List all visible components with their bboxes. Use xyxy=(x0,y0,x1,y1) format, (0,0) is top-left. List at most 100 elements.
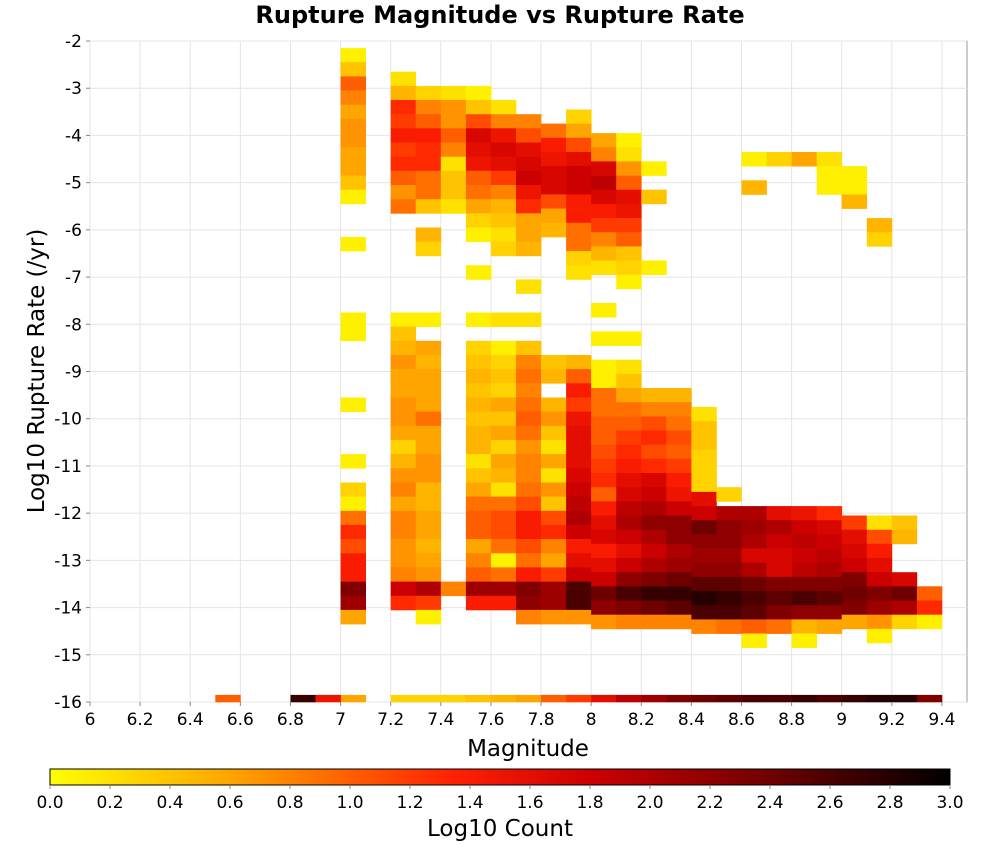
y-tick-label: -4 xyxy=(65,126,82,146)
heatmap-cell xyxy=(415,170,442,186)
heatmap-cell xyxy=(340,189,366,205)
heatmap-cell xyxy=(916,614,943,630)
heatmap-cell xyxy=(516,227,542,242)
heatmap-cell xyxy=(791,605,817,620)
heatmap-cell xyxy=(666,402,692,417)
heatmap-cell xyxy=(490,595,517,611)
heatmap-cell xyxy=(465,100,492,115)
colorbar-label: Log10 Count xyxy=(427,816,573,842)
heatmap-cell xyxy=(465,595,492,611)
heatmap-cell xyxy=(440,142,467,157)
heatmap-cell xyxy=(841,572,868,587)
heatmap-cell xyxy=(591,572,617,587)
heatmap-cell xyxy=(691,435,717,450)
heatmap-cell xyxy=(716,520,742,535)
heatmap-cell xyxy=(816,576,843,592)
heatmap-cell xyxy=(566,251,592,266)
heatmap-cell xyxy=(465,567,492,582)
heatmap-cell xyxy=(716,506,742,521)
heatmap-cell xyxy=(340,161,366,176)
heatmap-cell xyxy=(465,383,492,398)
heatmap-cell xyxy=(566,166,592,181)
heatmap-cell xyxy=(490,567,517,582)
x-tick-label: 7.8 xyxy=(528,710,555,730)
heatmap-cell xyxy=(390,71,417,87)
heatmap-cell xyxy=(741,152,767,167)
heatmap-cell xyxy=(791,576,817,592)
heatmap-cell xyxy=(415,100,442,115)
heatmap-cell xyxy=(541,194,567,209)
y-tick-label: -2 xyxy=(65,32,82,52)
heatmap-cell xyxy=(591,218,617,233)
heatmap-cell xyxy=(490,355,517,370)
heatmap-cell xyxy=(465,510,492,526)
heatmap-cell xyxy=(591,189,617,205)
heatmap-cell xyxy=(390,496,417,512)
heatmap-cell xyxy=(891,614,918,630)
heatmap-cell xyxy=(465,454,492,469)
heatmap-cell xyxy=(566,236,592,252)
heatmap-cell xyxy=(616,161,642,176)
heatmap-cell xyxy=(691,406,717,422)
plot-area: 6 6.2 6.4 6.6 6.8 7 7.2 7.4 7.6 7.8 8 8.2 8.4 8.6 8.8 9… xyxy=(54,32,968,730)
x-tick-label: 7 xyxy=(335,710,346,730)
heatmap-cell xyxy=(516,369,542,384)
heatmap-cell xyxy=(641,388,667,403)
heatmap-cell xyxy=(516,510,542,526)
heatmap-cell xyxy=(691,534,717,549)
heatmap-cell xyxy=(465,496,492,512)
heatmap-cell xyxy=(641,515,667,530)
heatmap-cell xyxy=(541,581,567,597)
heatmap-cell xyxy=(566,369,592,384)
heatmap-cell xyxy=(340,326,366,342)
heatmap-cell xyxy=(516,567,542,582)
x-tick-label: 6 xyxy=(85,710,96,730)
heatmap-cell xyxy=(841,694,868,703)
y-tick-label: -7 xyxy=(65,268,82,288)
heatmap-cell xyxy=(516,411,542,427)
heatmap-cell xyxy=(566,482,592,497)
heatmap-cell xyxy=(616,189,642,205)
heatmap-cell xyxy=(566,397,592,412)
heatmap-cell xyxy=(791,591,817,606)
x-tick-label: 6.4 xyxy=(177,710,204,730)
heatmap-cell xyxy=(465,694,492,703)
heatmap-cell xyxy=(616,600,642,615)
heatmap-cell xyxy=(490,185,517,200)
heatmap-cell xyxy=(816,605,843,620)
heatmap-cell xyxy=(490,213,517,228)
heatmap-cell xyxy=(541,454,567,469)
heatmap-cell xyxy=(766,520,792,535)
x-tick-label: 6.6 xyxy=(227,710,254,730)
heatmap-cell xyxy=(841,600,868,615)
heatmap-cell xyxy=(415,482,442,497)
heatmap-cell xyxy=(340,104,366,120)
heatmap-cell xyxy=(340,236,366,252)
heatmap-cell xyxy=(465,553,492,568)
heatmap-cell xyxy=(766,694,792,703)
y-tick-label: -14 xyxy=(54,599,82,619)
heatmap-cell xyxy=(816,619,843,634)
heatmap-cell xyxy=(541,482,567,497)
heatmap-cell xyxy=(390,553,417,568)
heatmap-cell xyxy=(490,170,517,186)
heatmap-cell xyxy=(566,510,592,526)
heatmap-cell xyxy=(415,397,442,412)
heatmap-cell xyxy=(616,515,642,530)
heatmap-cell xyxy=(465,227,492,242)
heatmap-cell xyxy=(415,496,442,512)
heatmap-cell xyxy=(566,109,592,124)
heatmap-cell xyxy=(616,694,642,703)
heatmap-cell xyxy=(866,529,893,545)
heatmap-cell xyxy=(616,444,642,460)
heatmap-cell xyxy=(741,605,767,620)
heatmap-cell xyxy=(591,260,617,275)
heatmap-cell xyxy=(465,312,492,327)
heatmap-cell xyxy=(465,581,492,597)
heatmap-cell xyxy=(516,539,542,554)
heatmap-cell xyxy=(666,694,692,703)
heatmap-cell xyxy=(616,359,642,375)
heatmap-cell xyxy=(866,600,893,615)
heatmap-cell xyxy=(841,529,868,545)
heatmap-cell xyxy=(440,185,467,200)
